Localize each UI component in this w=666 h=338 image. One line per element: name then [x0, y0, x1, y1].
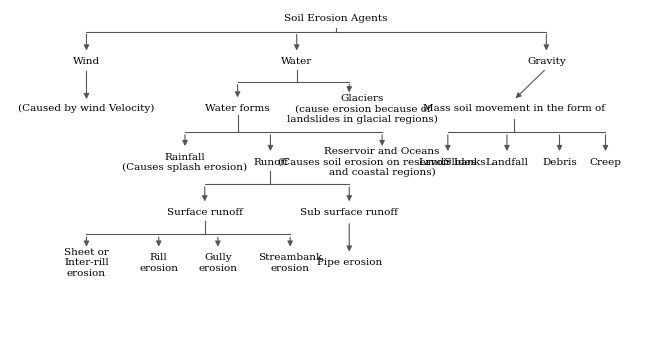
Text: Gravity: Gravity — [527, 57, 565, 66]
Text: Wind: Wind — [73, 57, 100, 66]
Text: Reservoir and Oceans
(Causes soil erosion on reservoir banks
and coastal regions: Reservoir and Oceans (Causes soil erosio… — [278, 147, 486, 177]
Text: Rill
erosion: Rill erosion — [139, 253, 178, 272]
Text: Pipe erosion: Pipe erosion — [316, 258, 382, 267]
Text: Mass soil movement in the form of: Mass soil movement in the form of — [422, 104, 605, 113]
Text: Creep: Creep — [589, 158, 621, 167]
Text: Water forms: Water forms — [205, 104, 270, 113]
Text: Water: Water — [281, 57, 312, 66]
Text: Soil Erosion Agents: Soil Erosion Agents — [284, 14, 388, 23]
Text: Debris: Debris — [542, 158, 577, 167]
Text: Gully
erosion: Gully erosion — [198, 253, 237, 272]
Text: Glaciers
(cause erosion because of
landslides in glacial regions): Glaciers (cause erosion because of lands… — [287, 94, 438, 124]
Text: Surface runoff: Surface runoff — [166, 208, 242, 217]
Text: Landfall: Landfall — [486, 158, 528, 167]
Text: Sheet or
Inter-rill
erosion: Sheet or Inter-rill erosion — [64, 248, 109, 278]
Text: Streambank
erosion: Streambank erosion — [258, 253, 322, 272]
Text: Sub surface runoff: Sub surface runoff — [300, 208, 398, 217]
Text: (Caused by wind Velocity): (Caused by wind Velocity) — [18, 104, 155, 113]
Text: Runoff: Runoff — [253, 158, 288, 167]
Text: LandSlides: LandSlides — [419, 158, 477, 167]
Text: Rainfall
(Causes splash erosion): Rainfall (Causes splash erosion) — [123, 152, 248, 172]
